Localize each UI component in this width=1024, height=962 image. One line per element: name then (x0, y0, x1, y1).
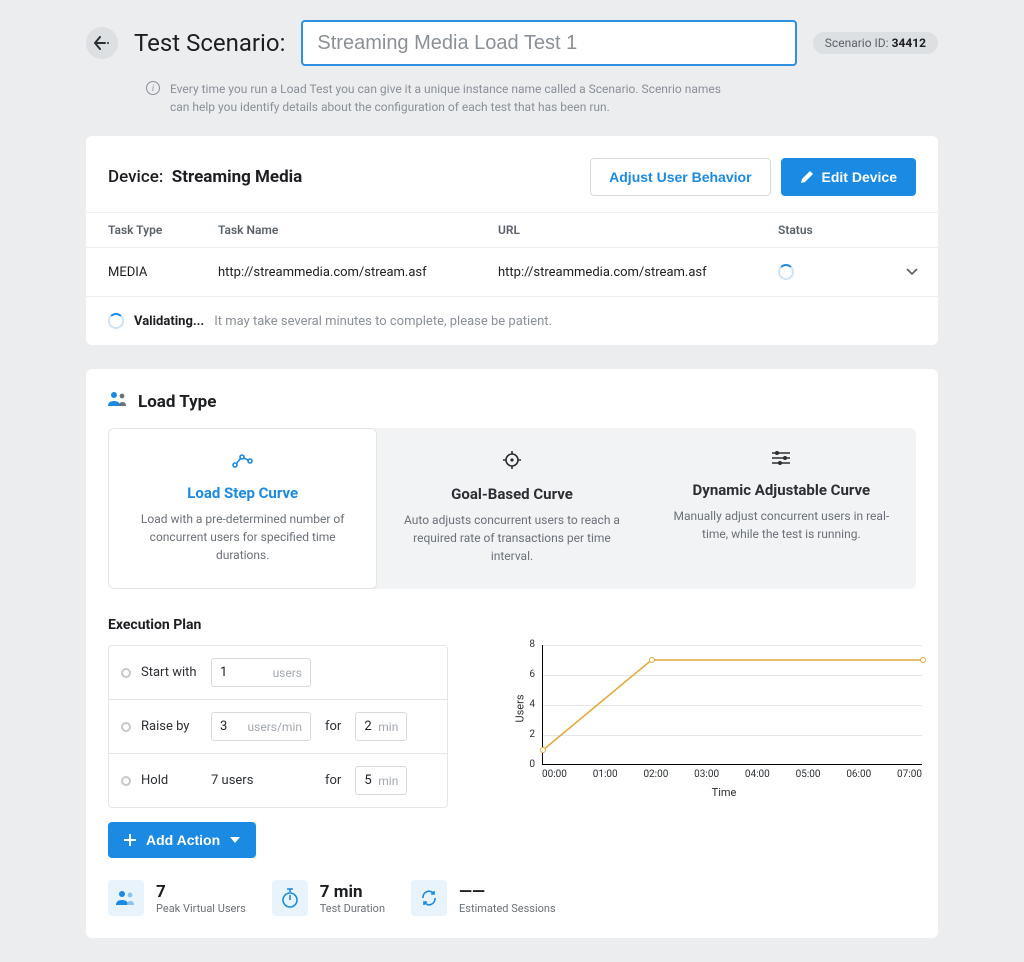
plan-row-raise: Raise by 3 users/min for 2 min (109, 700, 447, 754)
cell-task-type: MEDIA (108, 265, 218, 280)
plan-row-start: Start with 1 users (109, 646, 447, 700)
validating-row: Validating... It may take several minute… (86, 296, 938, 345)
step-marker-icon (121, 668, 131, 678)
spinner-icon (108, 313, 124, 329)
curve-dynamic[interactable]: Dynamic Adjustable Curve Manually adjust… (647, 428, 916, 589)
cell-url: http://streammedia.com/stream.asf (498, 265, 778, 280)
arrow-left-icon (94, 36, 110, 50)
curve-load-step[interactable]: Load Step Curve Load with a pre-determin… (108, 428, 377, 589)
plan-row-hold: Hold 7 users for 5 min (109, 754, 447, 807)
info-icon: i (146, 81, 160, 95)
raise-value-input[interactable]: 3 users/min (211, 712, 311, 741)
expand-row-button[interactable] (906, 265, 918, 280)
line-chart-icon (131, 451, 354, 474)
add-action-button[interactable]: Add Action (108, 822, 256, 858)
info-text: Every time you run a Load Test you can g… (170, 80, 730, 116)
step-marker-icon (121, 776, 131, 786)
scenario-title-label: Test Scenario: (134, 29, 285, 57)
caret-down-icon (230, 837, 240, 843)
back-button[interactable] (86, 27, 118, 59)
execution-plan-title: Execution Plan (86, 589, 938, 645)
device-title: Device: Streaming Media (108, 167, 302, 187)
device-table-header: Task Type Task Name URL Status (86, 212, 938, 247)
hold-duration-input[interactable]: 5 min (355, 766, 407, 795)
pencil-icon (800, 170, 814, 184)
curve-selector: Load Step Curve Load with a pre-determin… (108, 428, 916, 589)
users-icon (108, 880, 144, 916)
plus-icon (124, 834, 136, 846)
sliders-icon (669, 450, 894, 471)
cell-task-name: http://streammedia.com/stream.asf (218, 265, 498, 280)
load-type-card: Load Type Load Step Curve Load with a pr… (86, 369, 938, 938)
spinner-icon (778, 264, 794, 280)
scenario-name-input[interactable] (301, 20, 796, 66)
device-card: Device: Streaming Media Adjust User Beha… (86, 136, 938, 345)
chevron-down-icon (906, 268, 918, 276)
stat-estimated-sessions: —— Estimated Sessions (411, 880, 556, 916)
stat-peak-users: 7 Peak Virtual Users (108, 880, 246, 916)
refresh-icon (411, 880, 447, 916)
execution-chart: Users 02468 00:0001:0002:0003:0004:0005:… (508, 645, 922, 799)
stopwatch-icon (272, 880, 308, 916)
curve-goal-based[interactable]: Goal-Based Curve Auto adjusts concurrent… (377, 428, 646, 589)
target-icon (399, 450, 624, 475)
users-icon (108, 391, 128, 412)
device-table-row[interactable]: MEDIA http://streammedia.com/stream.asf … (86, 247, 938, 296)
raise-duration-input[interactable]: 2 min (355, 712, 407, 741)
scenario-id-badge: Scenario ID: 34412 (813, 32, 938, 54)
adjust-user-behavior-button[interactable]: Adjust User Behavior (590, 158, 770, 196)
step-marker-icon (121, 722, 131, 732)
stat-test-duration: 7 min Test Duration (272, 880, 385, 916)
cell-status (778, 264, 878, 280)
start-users-input[interactable]: 1 users (211, 658, 311, 687)
load-type-title: Load Type (138, 392, 216, 412)
execution-plan-table: Start with 1 users Raise by 3 users/min (108, 645, 448, 808)
edit-device-button[interactable]: Edit Device (781, 158, 916, 196)
